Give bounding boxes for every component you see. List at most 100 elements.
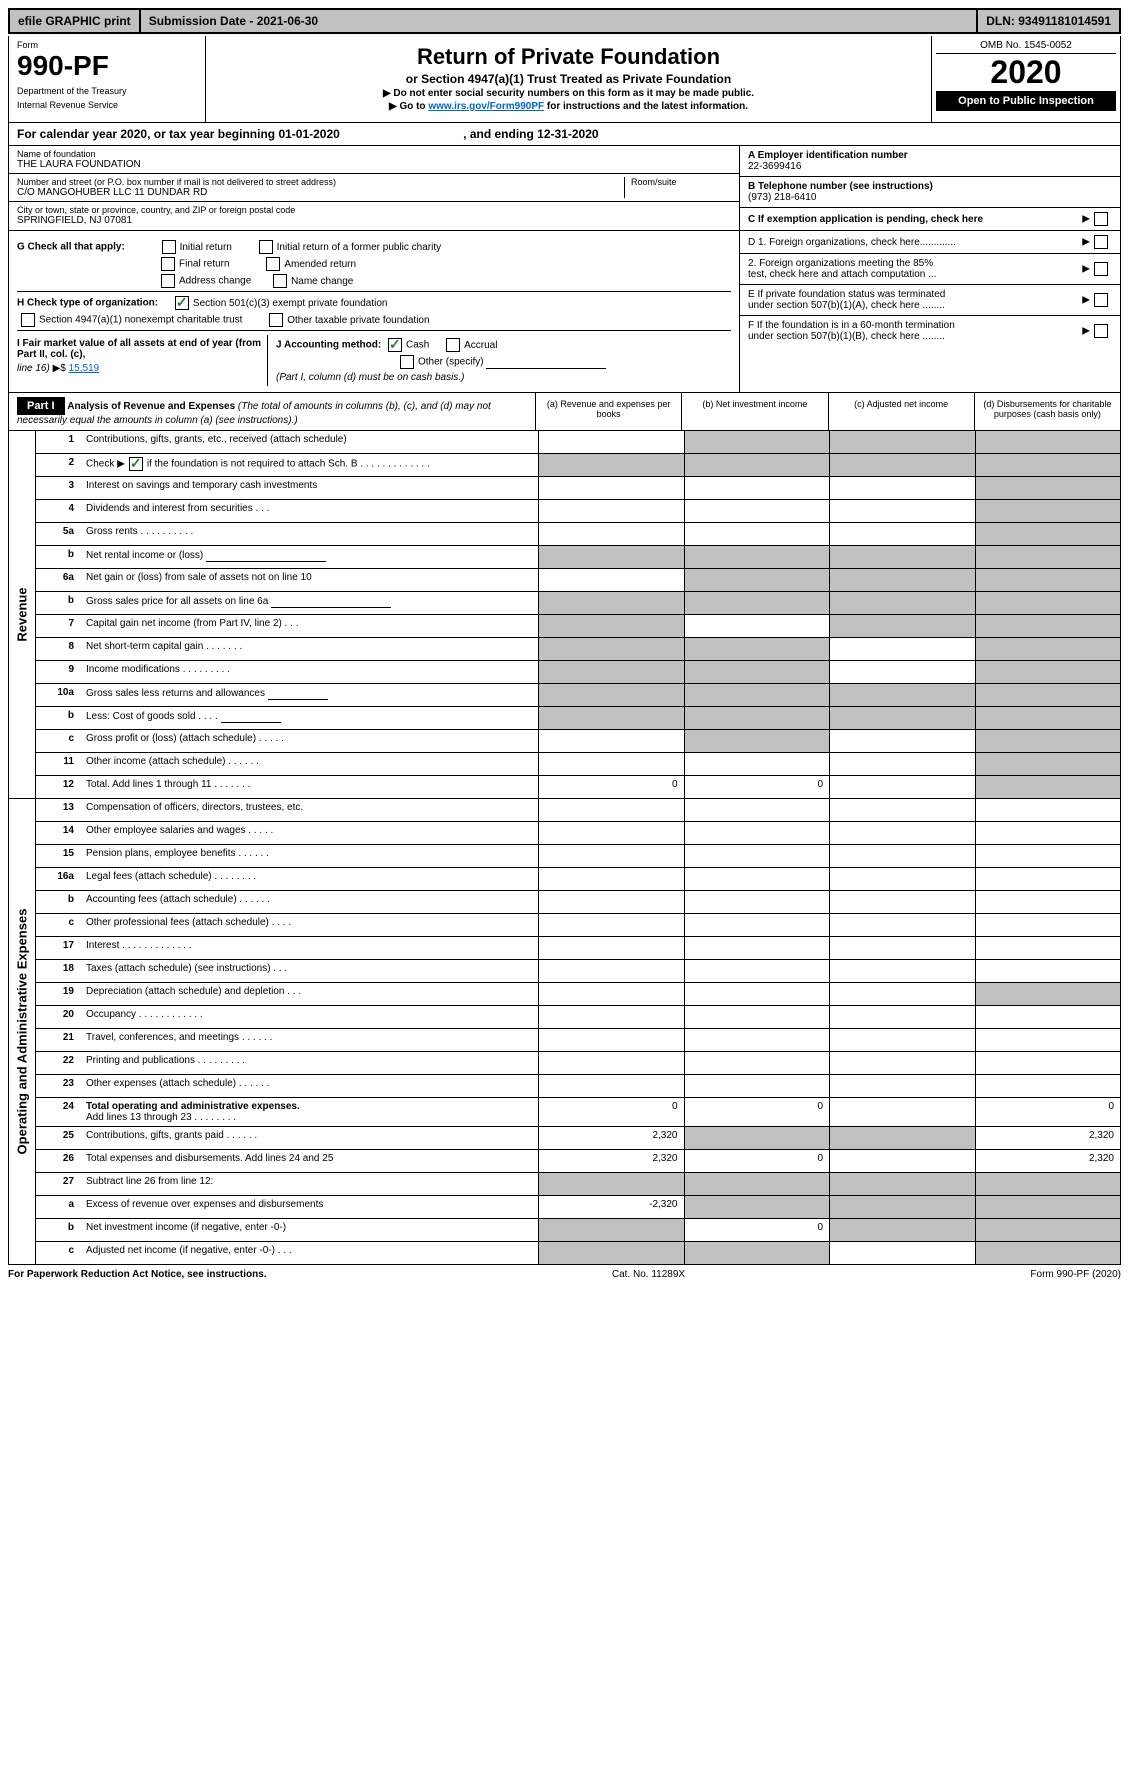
row-desc: Net rental income or (loss): [80, 546, 538, 568]
cell-b: [684, 1075, 830, 1097]
blank: [206, 549, 326, 562]
cell-b: 0: [684, 1098, 830, 1126]
row-11: 11 Other income (attach schedule) . . . …: [36, 753, 1120, 776]
row-num: c: [36, 730, 80, 752]
revenue-side-label: Revenue: [9, 431, 36, 798]
row-15: 15 Pension plans, employee benefits . . …: [36, 845, 1120, 868]
row-desc: Compensation of officers, directors, tru…: [80, 799, 538, 821]
irs-link[interactable]: www.irs.gov/Form990PF: [428, 101, 544, 112]
row-num: b: [36, 707, 80, 729]
cell-d: [975, 707, 1121, 729]
note-link: ▶ Go to www.irs.gov/Form990PF for instru…: [214, 101, 923, 112]
initial-checkbox[interactable]: [162, 240, 176, 254]
cell-b: [684, 1006, 830, 1028]
cell-d: [975, 661, 1121, 683]
row-10b: b Less: Cost of goods sold . . . .: [36, 707, 1120, 730]
cell-b: [684, 753, 830, 775]
e-checkbox[interactable]: [1094, 293, 1108, 307]
addr-change-checkbox[interactable]: [161, 274, 175, 288]
row-desc: Total operating and administrative expen…: [80, 1098, 538, 1126]
h-line2: Section 4947(a)(1) nonexempt charitable …: [17, 313, 731, 327]
row-12: 12 Total. Add lines 1 through 11 . . . .…: [36, 776, 1120, 798]
cell-b: [684, 615, 830, 637]
cell-a: 0: [538, 1098, 684, 1126]
row-desc: Total. Add lines 1 through 11 . . . . . …: [80, 776, 538, 798]
f-checkbox[interactable]: [1094, 324, 1108, 338]
cell-d: [975, 937, 1121, 959]
row-num: 2: [36, 454, 80, 476]
row-16c: c Other professional fees (attach schedu…: [36, 914, 1120, 937]
d2a-label: 2. Foreign organizations meeting the 85%: [748, 258, 933, 269]
row-num: 9: [36, 661, 80, 683]
row-num: b: [36, 546, 80, 568]
cell-a: [538, 684, 684, 706]
cell-a: [538, 960, 684, 982]
row-desc: Dividends and interest from securities .…: [80, 500, 538, 522]
col-a-header: (a) Revenue and expenses per books: [535, 393, 681, 430]
e1-label: E If private foundation status was termi…: [748, 289, 945, 300]
j-other-checkbox[interactable]: [400, 355, 414, 369]
row-desc: Interest . . . . . . . . . . . . .: [80, 937, 538, 959]
cell-a: [538, 891, 684, 913]
h-line: H Check type of organization: Section 50…: [17, 291, 731, 310]
entity-left: Name of foundation THE LAURA FOUNDATION …: [9, 146, 739, 230]
cell-b: [684, 822, 830, 844]
row-23: 23 Other expenses (attach schedule) . . …: [36, 1075, 1120, 1098]
row-24: 24 Total operating and administrative ex…: [36, 1098, 1120, 1127]
city-row: City or town, state or province, country…: [9, 202, 739, 229]
row-27a: a Excess of revenue over expenses and di…: [36, 1196, 1120, 1219]
j-note: (Part I, column (d) must be on cash basi…: [276, 372, 731, 383]
part1-label: Part I: [17, 397, 65, 415]
cell-a: [538, 569, 684, 591]
hother-checkbox[interactable]: [269, 313, 283, 327]
top-bar: efile GRAPHIC print Submission Date - 20…: [8, 8, 1121, 34]
cell-c: [829, 1029, 975, 1051]
d1-checkbox[interactable]: [1094, 235, 1108, 249]
name-value: THE LAURA FOUNDATION: [17, 159, 731, 170]
row-num: 19: [36, 983, 80, 1005]
cell-a: [538, 1242, 684, 1264]
row-num: 15: [36, 845, 80, 867]
cell-a: [538, 1219, 684, 1241]
row-17: 17 Interest . . . . . . . . . . . . .: [36, 937, 1120, 960]
h501c3-checkbox[interactable]: [175, 296, 189, 310]
cell-d: [975, 523, 1121, 545]
schb-checkbox[interactable]: [129, 457, 143, 471]
cell-c: [829, 983, 975, 1005]
d2-row: 2. Foreign organizations meeting the 85%…: [740, 254, 1120, 285]
i-value[interactable]: 15,519: [69, 363, 100, 374]
name-change-checkbox[interactable]: [273, 274, 287, 288]
note-suffix: for instructions and the latest informat…: [544, 101, 748, 112]
final-checkbox[interactable]: [161, 257, 175, 271]
cell-d: [975, 983, 1121, 1005]
cell-a: [538, 546, 684, 568]
h4947-checkbox[interactable]: [21, 313, 35, 327]
cell-d: [975, 891, 1121, 913]
cell-a: 2,320: [538, 1127, 684, 1149]
row-num: 1: [36, 431, 80, 453]
cell-a: [538, 1075, 684, 1097]
cell-c: [829, 638, 975, 660]
header-left: Form 990-PF Department of the Treasury I…: [9, 36, 206, 122]
row-10c: c Gross profit or (loss) (attach schedul…: [36, 730, 1120, 753]
revenue-rows: 1 Contributions, gifts, grants, etc., re…: [36, 431, 1120, 798]
checks-left: G Check all that apply: Initial return I…: [9, 231, 739, 392]
row-desc: Gross sales less returns and allowances: [80, 684, 538, 706]
row-desc: Legal fees (attach schedule) . . . . . .…: [80, 868, 538, 890]
hother-label: Other taxable private foundation: [287, 315, 429, 326]
address-row: Number and street (or P.O. box number if…: [9, 174, 739, 202]
phone-label: B Telephone number (see instructions): [748, 181, 1112, 192]
exemption-checkbox[interactable]: [1094, 212, 1108, 226]
cell-d: [975, 914, 1121, 936]
cell-d: 2,320: [975, 1127, 1121, 1149]
row-desc: Depreciation (attach schedule) and deple…: [80, 983, 538, 1005]
j-cash-checkbox[interactable]: [388, 338, 402, 352]
j-accrual-checkbox[interactable]: [446, 338, 460, 352]
cell-a: [538, 615, 684, 637]
d2-checkbox[interactable]: [1094, 262, 1108, 276]
initial-former-checkbox[interactable]: [259, 240, 273, 254]
amended-checkbox[interactable]: [266, 257, 280, 271]
cell-d: [975, 799, 1121, 821]
row-num: 7: [36, 615, 80, 637]
row-4: 4 Dividends and interest from securities…: [36, 500, 1120, 523]
